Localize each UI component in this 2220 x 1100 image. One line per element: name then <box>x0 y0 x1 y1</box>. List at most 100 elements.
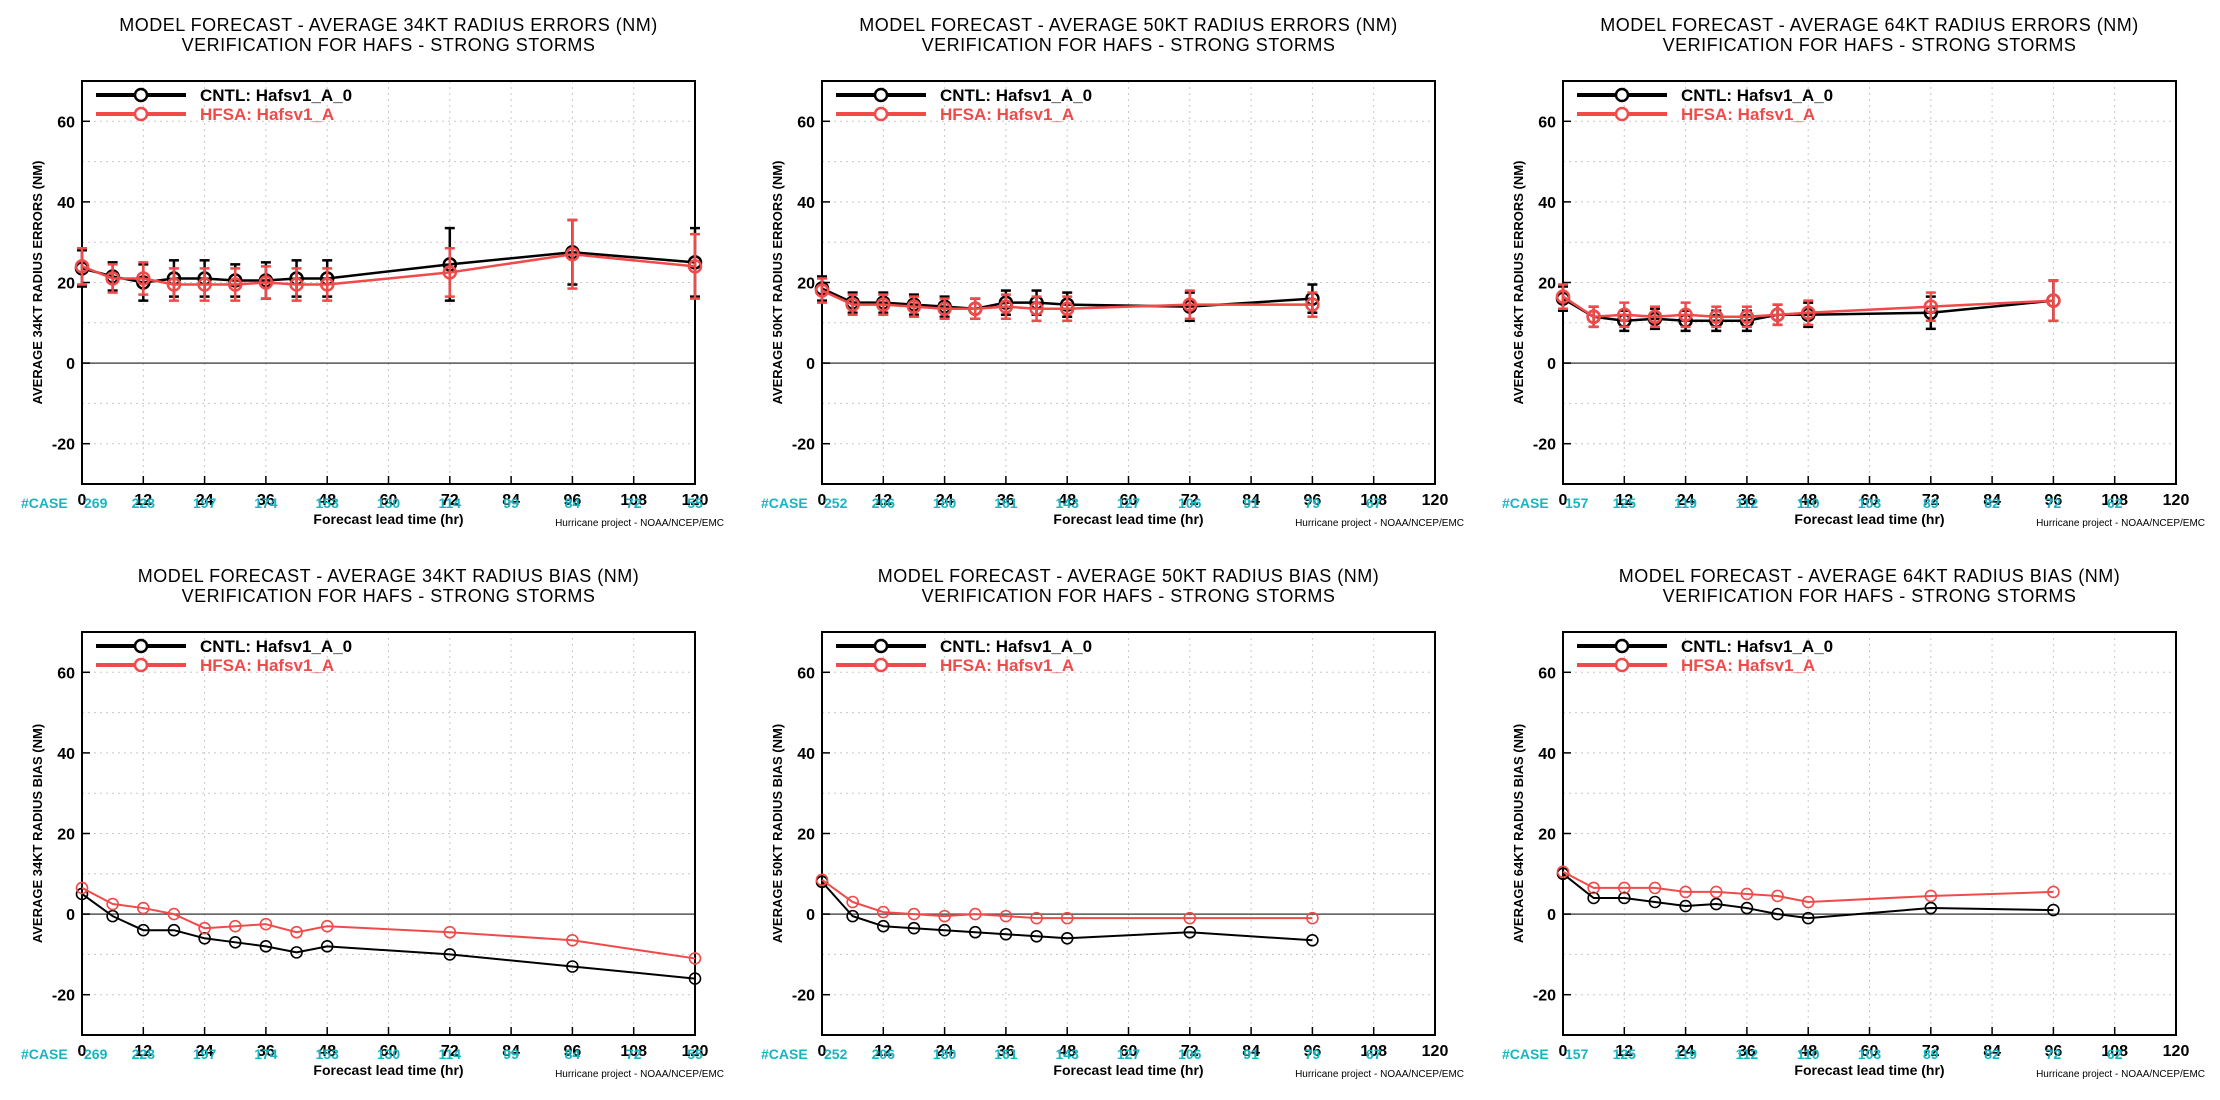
data-point <box>1740 901 1754 915</box>
case-count: 143 <box>1056 495 1080 511</box>
x-tick-label: 84 <box>1983 492 2001 509</box>
data-point <box>198 921 211 935</box>
x-tick-label: 24 <box>196 1043 214 1060</box>
chart-title: MODEL FORECAST - AVERAGE 50KT RADIUS BIA… <box>878 566 1379 586</box>
data-point <box>1059 301 1075 316</box>
legend-marker <box>1614 657 1630 673</box>
x-tick-label: 0 <box>818 1043 827 1060</box>
legend-marker <box>133 657 149 673</box>
case-count: 153 <box>316 495 340 511</box>
x-axis-label: Forecast lead time (hr) <box>1794 511 1944 527</box>
case-count: 143 <box>1056 1046 1080 1062</box>
data-point <box>320 919 334 933</box>
data-point <box>1029 301 1044 316</box>
data-point <box>1306 911 1319 925</box>
x-tick-label: 108 <box>1360 492 1387 509</box>
y-tick-label: 0 <box>66 907 75 924</box>
data-point <box>1648 881 1662 895</box>
y-axis-label: AVERAGE 34KT RADIUS ERRORS (NM) <box>30 161 45 405</box>
legend-entry: HFSA: Hafsv1_A <box>200 656 334 675</box>
chart-title: MODEL FORECAST - AVERAGE 34KT RADIUS BIA… <box>138 566 639 586</box>
case-count: 269 <box>84 495 108 511</box>
case-count: 99 <box>503 495 519 511</box>
x-tick-label: 12 <box>1615 492 1633 509</box>
data-point <box>876 919 890 933</box>
x-tick-label: 84 <box>502 1043 520 1060</box>
case-count: 180 <box>933 495 957 511</box>
series-hfsa <box>1555 279 2061 329</box>
x-tick-label: 60 <box>1120 1043 1138 1060</box>
legend-marker <box>133 87 149 103</box>
y-axis-label: AVERAGE 50KT RADIUS BIAS (NM) <box>770 724 785 943</box>
data-point <box>1648 895 1662 909</box>
y-tick-label: 0 <box>1547 907 1556 924</box>
legend-marker <box>133 638 149 654</box>
x-tick-label: 0 <box>78 1043 87 1060</box>
y-tick-label: 40 <box>797 746 815 763</box>
legend-entry: CNTL: Hafsv1_A_0 <box>1681 86 1833 105</box>
case-count: 72 <box>2046 495 2062 511</box>
y-tick-label: 60 <box>797 665 815 682</box>
case-count: 125 <box>1613 1046 1637 1062</box>
series-line <box>1562 873 2054 920</box>
data-point <box>1182 297 1198 312</box>
case-count: 114 <box>439 495 462 511</box>
series-line <box>821 879 1313 920</box>
legend-entry: HFSA: Hafsv1_A <box>940 656 1074 675</box>
data-point <box>1306 933 1319 947</box>
case-count: 174 <box>254 1046 278 1062</box>
data-point <box>566 933 579 947</box>
case-count: 79 <box>1305 495 1321 511</box>
case-count: 114 <box>439 1046 462 1062</box>
case-count: 127 <box>1117 495 1141 511</box>
case-count: 130 <box>377 1046 401 1062</box>
x-tick-label: 36 <box>1738 1043 1756 1060</box>
data-point <box>1060 931 1074 945</box>
data-point <box>566 960 579 973</box>
y-axis-label: AVERAGE 34KT RADIUS BIAS (NM) <box>30 724 45 943</box>
data-point <box>1618 891 1631 905</box>
chart-panel-4: MODEL FORECAST - AVERAGE 34KT RADIUS BIA… <box>21 566 724 1080</box>
data-point <box>228 936 242 949</box>
x-tick-label: 84 <box>1242 492 1260 509</box>
data-point <box>688 972 702 985</box>
x-tick-label: 84 <box>502 492 520 509</box>
series-hfsa <box>74 218 703 302</box>
x-tick-label: 48 <box>1058 492 1076 509</box>
data-point <box>1556 865 1570 879</box>
x-tick-label: 108 <box>620 492 647 509</box>
data-point <box>1770 307 1785 322</box>
case-count: 252 <box>824 495 848 511</box>
y-tick-label: 40 <box>797 195 815 212</box>
case-count: 206 <box>872 1046 896 1062</box>
x-tick-label: 60 <box>380 492 398 509</box>
data-point <box>938 909 951 923</box>
data-point <box>442 265 458 280</box>
legend-marker <box>133 106 149 122</box>
y-tick-label: -20 <box>52 988 75 1005</box>
x-tick-label: 96 <box>564 492 582 509</box>
case-count: 79 <box>1305 1046 1321 1062</box>
y-tick-label: 20 <box>57 827 75 844</box>
data-point <box>136 271 151 286</box>
x-axis-label: Forecast lead time (hr) <box>313 511 463 527</box>
data-point <box>167 907 181 921</box>
y-tick-label: 20 <box>1538 276 1556 293</box>
x-tick-label: 120 <box>2163 1043 2190 1060</box>
case-count: 89 <box>1923 495 1939 511</box>
data-point <box>1030 929 1043 943</box>
chart-panel-3: MODEL FORECAST - AVERAGE 64KT RADIUS ERR… <box>1502 15 2205 529</box>
data-point <box>815 873 829 887</box>
data-point <box>999 927 1013 941</box>
data-point <box>846 895 859 909</box>
y-tick-label: 0 <box>806 356 815 373</box>
y-tick-label: 40 <box>57 746 75 763</box>
data-point <box>1647 309 1663 325</box>
data-point <box>1555 289 1571 304</box>
case-count: 67 <box>1366 1046 1382 1062</box>
case-count: 157 <box>1565 495 1589 511</box>
x-tick-label: 0 <box>78 492 87 509</box>
data-point <box>443 948 457 961</box>
case-count: 252 <box>824 1046 848 1062</box>
